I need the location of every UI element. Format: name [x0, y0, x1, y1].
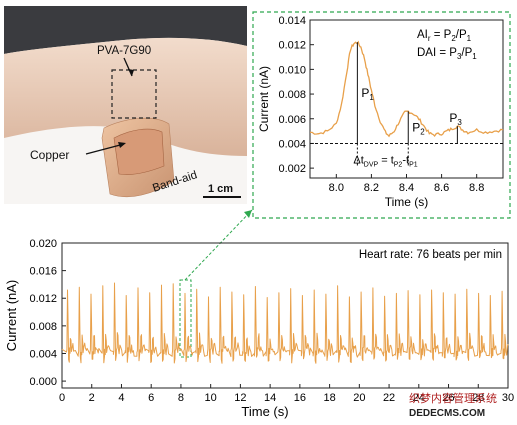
inset-y-tick-label: 0.008 [278, 89, 306, 101]
watermark-cn: 织梦内容管理系统 [409, 391, 497, 405]
main-y-tick-label: 0.004 [29, 348, 57, 360]
copper-arrowhead [118, 142, 126, 148]
zoom-inset-border [252, 11, 511, 219]
main-x-axis-label: Time (s) [241, 404, 288, 419]
main-x-tick-label: 0 [59, 392, 65, 404]
main-x-tick-label: 10 [205, 392, 217, 404]
main-y-axis-label: Current (nA) [4, 280, 19, 352]
inset-y-tick-label: 0.002 [278, 163, 306, 175]
photo-illustration: PVA-7G90 Copper Band-aid 1 cm [4, 6, 247, 204]
main-x-tick-label: 14 [264, 392, 276, 404]
main-x-tick-label: 6 [148, 392, 154, 404]
delta-t-label: ΔtDVP = tP2-tP1 [353, 154, 417, 168]
main-x-tick-label: 12 [234, 392, 246, 404]
wrist-skin [4, 37, 247, 156]
main-y-tick-label: 0.020 [29, 238, 57, 250]
main-x-tick-label: 16 [294, 392, 306, 404]
inset-chart: 8.0 8.2 8.4 8.6 8.8 0.002 0.004 0.006 0.008 0.010… [257, 15, 504, 209]
main-signal-line [61, 282, 509, 364]
copper-arrow [85, 143, 125, 155]
main-plot-frame [61, 242, 509, 389]
inset-x-tick-label: 8.0 [329, 182, 344, 194]
inset-y-axis-label: Current (nA) [257, 66, 271, 132]
photo-panel: PVA-7G90 Copper Band-aid 1 cm [4, 6, 247, 204]
heart-rate-annotation: Heart rate: 76 beats per min [359, 249, 502, 261]
sensor-label: PVA-7G90 [97, 45, 151, 57]
main-x-tick-label: 4 [118, 392, 124, 404]
inset-x-axis-label: Time (s) [385, 195, 429, 209]
inset-x-tick-label: 8.4 [399, 182, 414, 194]
watermark-en: DEDECMS.COM [409, 408, 485, 419]
main-x-tick-label: 24 [413, 392, 425, 404]
inset-x-tick-label: 8.6 [434, 182, 449, 194]
sleeve [4, 6, 247, 54]
inset-y-tick-label: 0.006 [278, 114, 306, 126]
sensor-arrowhead [128, 69, 134, 76]
main-x-tick-label: 22 [383, 392, 395, 404]
inset-x-tick-label: 8.2 [364, 182, 379, 194]
main-x-tick-label: 20 [353, 392, 365, 404]
scale-bar-label: 1 cm [208, 183, 233, 195]
main-x-tick-label: 30 [502, 392, 514, 404]
main-x-tick-label: 8 [178, 392, 184, 404]
inset-y-tick-label: 0.010 [278, 64, 306, 76]
inset-y-tick-label: 0.012 [278, 40, 306, 52]
peak-label: P3 [449, 111, 462, 127]
main-y-tick-label: 0.008 [29, 321, 57, 333]
main-y-tick-label: 0.012 [29, 293, 57, 305]
main-x-tick-label: 28 [472, 392, 484, 404]
zoom-connector-arrowhead [244, 210, 252, 218]
inset-y-tick-label: 0.004 [278, 138, 306, 150]
copper-label: Copper [30, 148, 69, 162]
inset-x-tick-label: 8.8 [469, 182, 484, 194]
main-x-tick-label: 2 [89, 392, 95, 404]
main-chart: 0 2 4 6 8 10 12 14 16 18 20 22 24 26 28 300.0000.0040.0… [4, 238, 514, 419]
copper-electrode [113, 128, 165, 175]
inset-signal-line [310, 40, 504, 138]
main-y-tick-label: 0.016 [29, 266, 57, 278]
zoom-connector-line [184, 209, 253, 281]
main-x-tick-label: 26 [442, 392, 454, 404]
peak-label: P1 [361, 86, 374, 102]
peak-label: P2 [412, 120, 425, 136]
ai-equation: AIr = P2/P1 [417, 29, 472, 43]
main-x-tick-label: 18 [323, 392, 335, 404]
main-y-tick-label: 0.000 [29, 376, 57, 388]
dai-equation: DAI = P3/P1 [417, 47, 477, 61]
inset-y-tick-label: 0.014 [278, 15, 306, 27]
